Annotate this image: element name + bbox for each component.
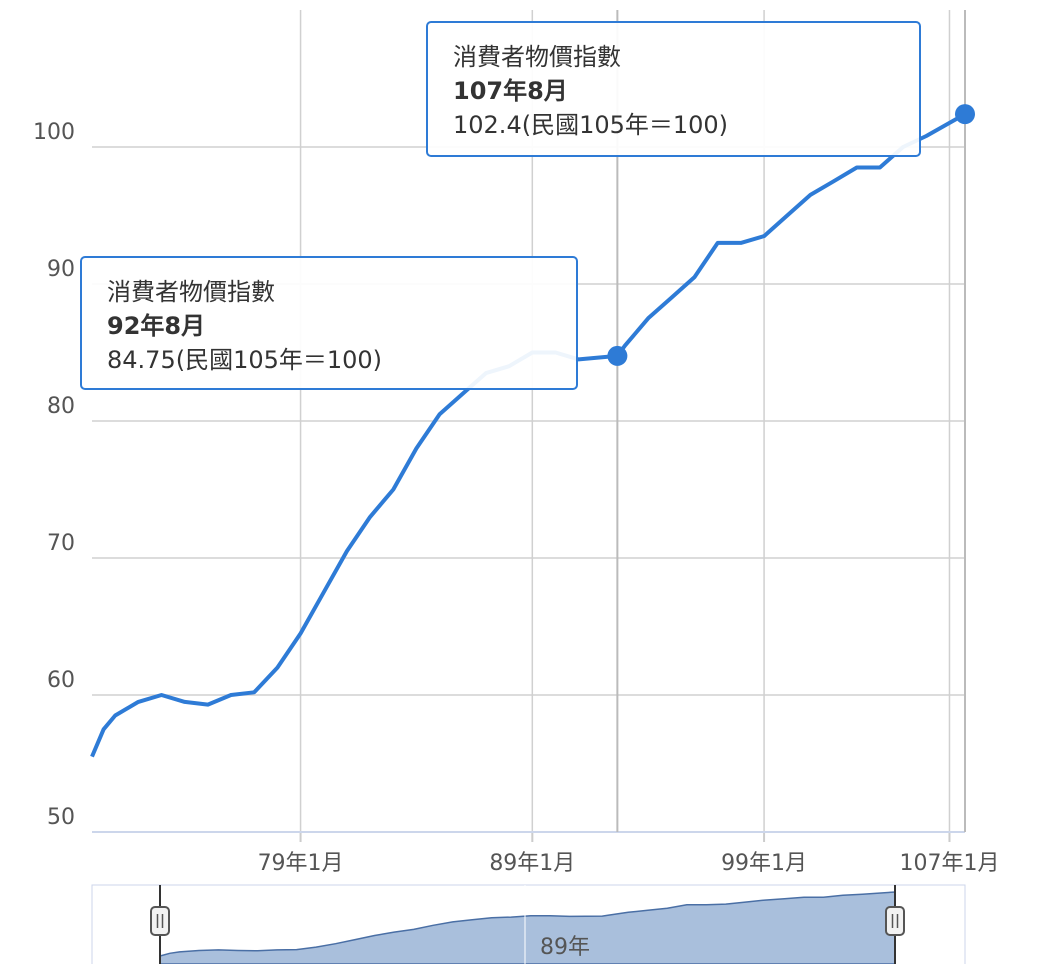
y-tick-label: 80: [47, 394, 75, 419]
y-tick-label: 100: [33, 120, 75, 145]
tooltip-series: 消費者物價指數: [107, 278, 275, 306]
tooltip-value: 84.75(民國105年＝100): [107, 346, 382, 374]
navigator-handle[interactable]: [885, 906, 905, 936]
highlight-point: [607, 345, 628, 366]
tooltip-series: 消費者物價指數: [453, 43, 621, 71]
tooltips: 消費者物價指數 92年8月 84.75(民國105年＝100) 消費者物價指數 107年…: [80, 21, 921, 390]
x-tick-label: 107年1月: [899, 851, 999, 876]
navigator-label: 89年: [540, 935, 590, 960]
navigator-handle[interactable]: [150, 906, 170, 936]
tooltip-box: [80, 256, 578, 390]
y-tick-label: 60: [47, 668, 75, 693]
tooltip-value: 102.4(民國105年＝100): [453, 111, 728, 139]
grid: 50 60 70 80 90 100 79年1月 89年1月 99年1月 107年1月: [33, 10, 999, 876]
tooltip-date: 92年8月: [107, 312, 205, 340]
navigator[interactable]: 89年: [91, 884, 966, 964]
x-tick-label: 79年1月: [258, 851, 344, 876]
x-tick-label: 89年1月: [489, 851, 575, 876]
tooltip-box: [426, 21, 921, 157]
tooltip-date: 107年8月: [453, 77, 568, 105]
navigator-frame: [91, 884, 966, 964]
y-tick-label: 90: [47, 257, 75, 282]
highlight-point: [955, 104, 975, 125]
navigator-area: [159, 891, 896, 964]
x-tick-label: 99年1月: [721, 851, 807, 876]
y-tick-label: 50: [47, 805, 75, 830]
y-tick-label: 70: [47, 531, 75, 556]
